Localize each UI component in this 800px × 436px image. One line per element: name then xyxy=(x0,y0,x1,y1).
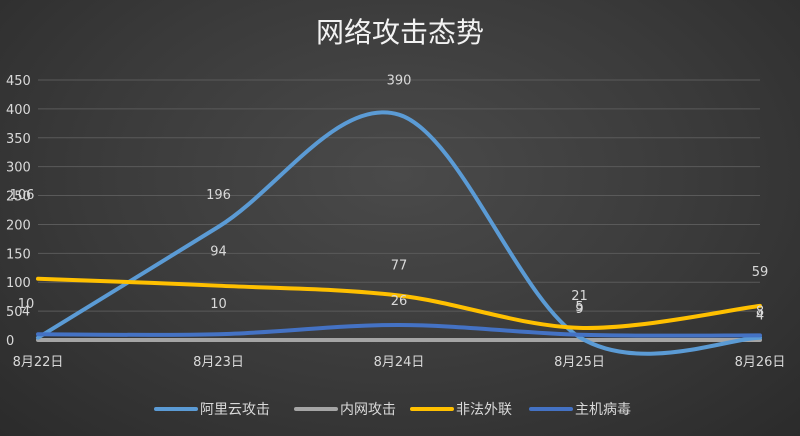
data-label: 77 xyxy=(391,259,408,274)
data-label: 5 xyxy=(575,300,583,315)
data-label: 21 xyxy=(571,289,588,304)
data-label: 106 xyxy=(10,188,35,203)
y-tick-label: 0 xyxy=(6,334,14,349)
data-label: 4 xyxy=(22,305,30,320)
y-tick-label: 100 xyxy=(6,276,31,291)
y-tick-label: 400 xyxy=(6,103,31,118)
y-tick-label: 300 xyxy=(6,161,31,176)
chart-title: 网络攻击态势 xyxy=(316,16,484,49)
legend-label: 内网攻击 xyxy=(340,402,396,418)
x-tick-label: 8月24日 xyxy=(374,355,425,370)
y-tick-label: 50 xyxy=(6,305,23,320)
y-tick-label: 200 xyxy=(6,218,31,233)
data-label: 10 xyxy=(210,297,227,312)
x-tick-label: 8月26日 xyxy=(735,355,786,370)
x-tick-label: 8月23日 xyxy=(193,355,244,370)
y-tick-label: 450 xyxy=(6,74,31,89)
x-tick-label: 8月25日 xyxy=(554,355,605,370)
y-tick-label: 350 xyxy=(6,132,31,147)
legend-label: 主机病毒 xyxy=(575,402,631,418)
data-label: 8 xyxy=(756,304,764,319)
data-label: 196 xyxy=(206,188,231,203)
x-axis-ticks: 8月22日 8月23日 8月24日 8月25日 8月26日 xyxy=(13,355,786,370)
legend-label: 非法外联 xyxy=(456,402,512,418)
y-tick-label: 150 xyxy=(6,247,31,262)
series-line-1 xyxy=(36,110,762,356)
data-label: 59 xyxy=(752,265,769,280)
y-tick-label: 250 xyxy=(6,190,31,205)
y-axis-ticks: 0 50 100 150 200 250 300 350 400 450 xyxy=(6,74,31,349)
legend-label: 阿里云攻击 xyxy=(200,402,270,418)
legend: 阿里云攻击 内网攻击 非法外联 主机病毒 xyxy=(154,402,631,418)
data-label: 94 xyxy=(210,245,227,260)
series-lines xyxy=(36,110,762,356)
data-label: 4 xyxy=(756,309,764,324)
x-tick-label: 8月22日 xyxy=(13,355,64,370)
data-label: 26 xyxy=(391,294,408,309)
series-line-3 xyxy=(36,276,762,330)
series-line-4 xyxy=(36,322,762,338)
data-label: 390 xyxy=(387,74,412,89)
data-label: 9 xyxy=(575,302,583,317)
data-label: 10 xyxy=(18,297,35,312)
